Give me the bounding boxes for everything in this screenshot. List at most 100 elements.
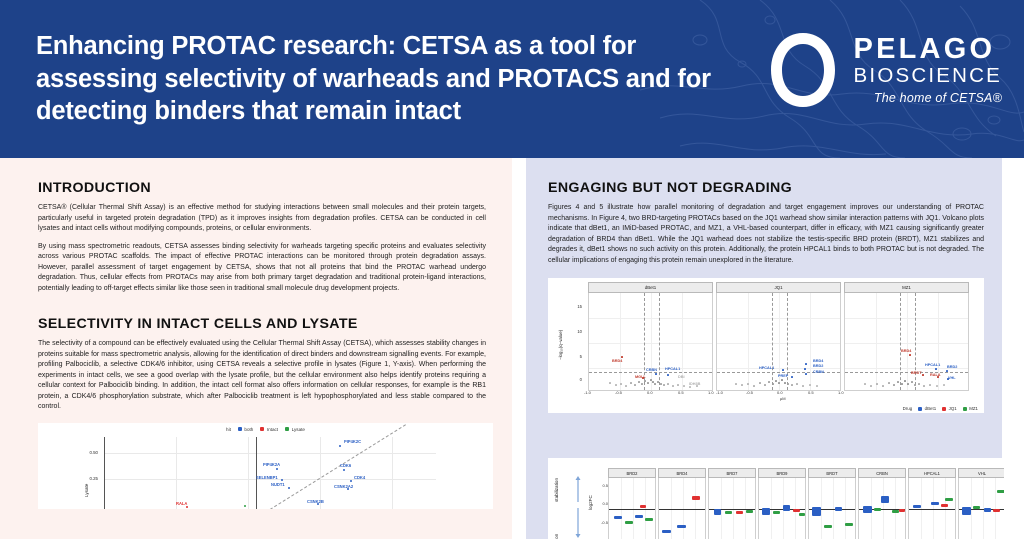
legend-item-jq1: JQ1	[942, 406, 957, 411]
strip-panel-title: BRD7	[708, 468, 756, 478]
volcano-point-label: HPCAL1	[665, 367, 681, 371]
introduction-paragraph-2: By using mass spectrometric readouts, CE…	[38, 242, 486, 292]
strip-plot-area	[908, 478, 956, 539]
figure4-xtick: 0.5	[678, 390, 684, 395]
engaging-heading: ENGAGING BUT NOT DEGRADING	[548, 180, 792, 196]
figure4-xtick: 1.0	[708, 390, 714, 395]
data-bar	[881, 496, 889, 503]
figure4-volcano-chart: −log₁₀(q−value) 15 10 5 0 dBet1	[548, 278, 984, 413]
legend-swatch-both	[237, 427, 242, 431]
page-title: Enhancing PROTAC research: CETSA as a to…	[36, 32, 711, 126]
selectivity-heading: SELECTIVITY IN INTACT CELLS AND LYSATE	[38, 316, 358, 332]
volcano-point-label: IDH3B	[689, 382, 701, 386]
scatter-point	[186, 505, 188, 508]
figure1-ytick-0: 0.50	[89, 449, 98, 455]
strip-plot-area	[758, 478, 806, 539]
data-bar	[892, 510, 899, 513]
volcano-plot-area: BRD4 HPCAL1 BRD2 CRBN PREP	[716, 293, 841, 391]
data-bar	[941, 504, 948, 507]
scatter-point	[343, 468, 345, 471]
volcano-point-label: BRD2	[947, 365, 958, 369]
volcano-point-label: CRBN	[646, 368, 657, 372]
legend-item-intact: Intact	[260, 427, 278, 432]
scatter-point-label: CDK6	[340, 462, 352, 468]
data-bar	[962, 507, 971, 515]
strip-panel-brd7: BRD7	[708, 468, 756, 539]
data-bar	[799, 513, 805, 516]
figure5-stabilization-label: stabilization	[554, 477, 559, 502]
stabilization-arrow-icon	[575, 476, 581, 502]
strip-panel-title: BRD4	[658, 468, 706, 478]
figure1-y-axis-label: Lysate	[84, 483, 89, 497]
data-bar	[835, 507, 842, 511]
scatter-point	[288, 486, 290, 489]
data-bar	[913, 505, 921, 508]
legend-item-lysate: Lysate	[285, 427, 305, 432]
volcano-point-label: BRD4	[901, 349, 912, 353]
volcano-point	[782, 369, 784, 371]
volcano-plot-area: BRD4 CRBN HPCAL1 MGLL DBI IDH3B	[588, 293, 713, 391]
figure4-x-axis-label: μM	[780, 396, 786, 401]
data-bar	[662, 530, 671, 533]
introduction-paragraph-1: CETSA® (Cellular Thermal Shift Assay) is…	[38, 204, 486, 232]
figure5-ytick-zero: 0.0	[602, 501, 608, 506]
data-bar	[993, 509, 1000, 512]
poster-header: Enhancing PROTAC research: CETSA as a to…	[0, 0, 1024, 158]
volcano-point	[909, 354, 911, 356]
figure4-ytick-5: 5	[579, 354, 582, 359]
volcano-point	[805, 363, 807, 365]
volcano-point	[946, 370, 948, 372]
data-bar	[677, 525, 686, 528]
legend-swatch-dbet1	[918, 406, 923, 411]
data-bar	[793, 509, 800, 512]
volcano-panel-mz1: MZ1	[844, 282, 969, 391]
figure1-plot-area: PIP4K2C PIP4K2A CDK6 SELENBP1 CDK4 NUDT1…	[104, 423, 436, 509]
strip-panel-crbn: CRBN	[858, 468, 906, 539]
volcano-point	[655, 373, 657, 375]
data-bar	[997, 490, 1004, 493]
scatter-point	[281, 478, 283, 481]
legend-swatch-jq1	[942, 406, 947, 411]
scatter-point	[339, 444, 341, 447]
volcano-point-label: DBI	[678, 375, 685, 379]
scatter-point	[317, 502, 319, 505]
scatter-point	[350, 479, 352, 482]
volcano-plot-area: BRD4 HPCAL1 BRD2 BRDT RALA VHL	[844, 293, 969, 391]
legend-item-mz1: MZ1	[962, 406, 978, 411]
logo-subbrand: BIOSCIENCE	[853, 64, 1002, 88]
legend-label-dbet1: dBet1	[924, 406, 937, 411]
data-bar	[945, 498, 953, 501]
figure5-degradation-label: degradation	[554, 534, 559, 539]
volcano-point-label: BRDT	[911, 371, 922, 375]
data-bar	[640, 505, 646, 508]
volcano-point	[937, 376, 939, 378]
data-bar	[614, 516, 622, 519]
right-column: ENGAGING BUT NOT DEGRADING Figures 4 and…	[512, 158, 1024, 539]
strip-panel-vhl: VHL	[958, 468, 1004, 539]
logo-tagline: The home of CETSA®	[873, 90, 1002, 105]
selectivity-paragraph-1: The selectivity of a compound can be eff…	[38, 340, 486, 410]
strip-panel-title: HPCAL1	[908, 468, 956, 478]
strip-panel-title: VHL	[958, 468, 1004, 478]
data-bar	[736, 511, 743, 514]
volcano-point-label: VHL	[948, 376, 956, 380]
figure1-legend: hit both Intact Lysate	[38, 427, 493, 432]
figure4-legend: Drug dBet1 JQ1 MZ1	[548, 406, 978, 411]
figure4-xtick: 1.0	[838, 390, 844, 395]
figure4-ytick-15: 15	[577, 304, 582, 309]
figure4-xtick: -0.5	[615, 390, 622, 395]
pelago-ring-icon	[770, 33, 835, 107]
figure4-legend-title: Drug	[902, 406, 913, 411]
figure5-panels: BRD2	[608, 468, 1004, 539]
figure4-xtick: 0.0	[647, 390, 653, 395]
figure4-xtick: 0.5	[808, 390, 814, 395]
data-bar	[692, 496, 700, 500]
data-bar	[725, 511, 732, 514]
volcano-point-label: BRD4	[612, 359, 623, 363]
scatter-point-label: PIP4K2C	[344, 438, 362, 444]
scatter-point-label: CSNK2B	[307, 498, 324, 504]
scatter-point-label: CSNK2A2	[334, 483, 354, 489]
right-column-panel: ENGAGING BUT NOT DEGRADING Figures 4 and…	[526, 158, 1004, 539]
figure4-y-axis-label: −log₁₀(q−value)	[558, 329, 563, 360]
